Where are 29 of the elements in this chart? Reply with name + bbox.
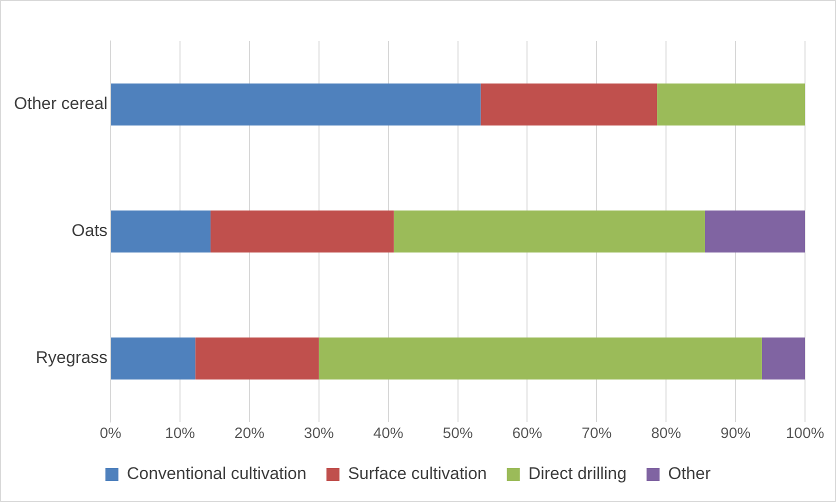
x-tick-label: 100% bbox=[786, 425, 824, 442]
bar bbox=[111, 338, 196, 380]
bar bbox=[394, 210, 705, 252]
x-tick-label: 30% bbox=[304, 425, 334, 442]
bar bbox=[705, 210, 805, 252]
x-tick-label: 20% bbox=[234, 425, 264, 442]
bar bbox=[210, 210, 394, 252]
x-tick-label: 60% bbox=[512, 425, 542, 442]
x-tick-label: 80% bbox=[651, 425, 682, 442]
y-tick-label: Ryegrass bbox=[36, 348, 108, 368]
x-tick-label: 70% bbox=[582, 425, 612, 442]
bar bbox=[195, 338, 319, 380]
legend-label: Surface cultivation bbox=[348, 464, 487, 484]
x-tick-label: 10% bbox=[164, 425, 196, 442]
bar bbox=[762, 338, 805, 380]
x-tick-label: 40% bbox=[373, 425, 404, 442]
bar bbox=[657, 84, 805, 126]
y-tick-label: Oats bbox=[72, 221, 108, 240]
legend-label: Other bbox=[668, 464, 711, 484]
x-tick-label: 0% bbox=[100, 425, 122, 442]
bar bbox=[318, 338, 762, 380]
bar bbox=[480, 84, 658, 126]
y-tick-label: Other cereal bbox=[14, 94, 108, 114]
x-tick-label: 50% bbox=[442, 425, 473, 442]
legend-label: Conventional cultivation bbox=[126, 464, 306, 484]
bar bbox=[111, 84, 481, 126]
legend-label: Direct drilling bbox=[528, 464, 627, 484]
x-tick-label: 90% bbox=[720, 425, 751, 442]
bar bbox=[111, 210, 211, 252]
